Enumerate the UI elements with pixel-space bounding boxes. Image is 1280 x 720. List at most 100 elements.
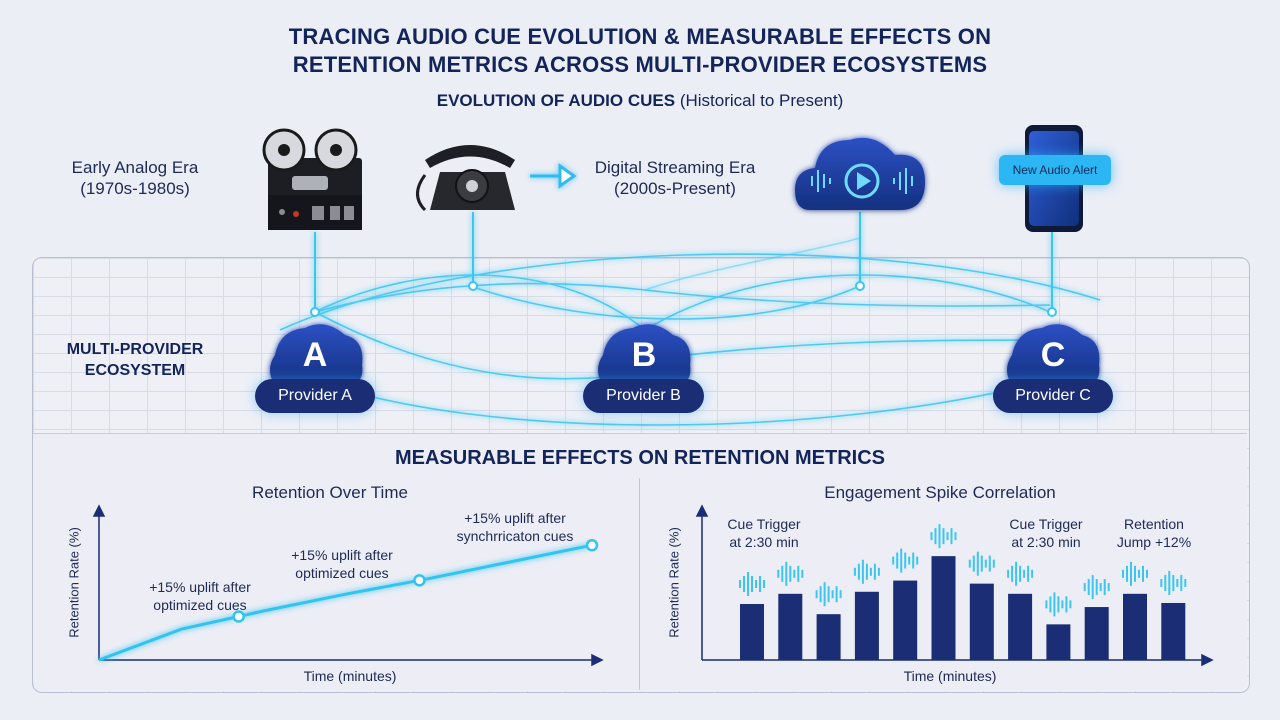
sound-wave-icon-7 (968, 551, 995, 576)
right-chart-title: Engagement Spike Correlation (824, 483, 1056, 502)
left-x-axis-label: Time (minutes) (303, 668, 397, 684)
analog-era-line-1: Early Analog Era (71, 158, 199, 177)
retention-marker-2 (413, 574, 426, 587)
left-x-axis-arrow (591, 653, 604, 667)
new-audio-alert-badge: New Audio Alert (999, 155, 1111, 185)
digital-era-line-1: Digital Streaming Era (594, 158, 756, 177)
vertical-connectors (314, 212, 1053, 312)
provider-c-letter: C (1040, 336, 1066, 374)
right-annotation-1-line-2: at 2:30 min (729, 534, 799, 550)
provider-b-letter: B (631, 336, 657, 374)
engagement-bar-5 (893, 580, 918, 660)
provider-a-letter: A (302, 336, 328, 374)
engagement-bar-4 (854, 591, 879, 660)
sound-wave-icon-2 (777, 561, 804, 586)
ecosystem-label: MULTI-PROVIDER ECOSYSTEM (40, 339, 230, 381)
provider-a-pill: Provider A (255, 379, 375, 413)
left-annotation-1-line-2: optimized cues (153, 597, 247, 613)
arc-5 (644, 339, 1051, 361)
right-y-axis-arrow (695, 504, 709, 517)
arc-7 (279, 253, 1101, 331)
arc-4 (644, 274, 1051, 331)
left-chart-title: Retention Over Time (252, 483, 408, 502)
subtitle-rest: (Historical to Present) (679, 91, 844, 110)
right-annotation-3-line-1: Retention (1124, 516, 1184, 532)
retention-line-chart (92, 504, 604, 667)
left-annotation-2-line-2: optimized cues (295, 565, 389, 581)
engagement-bar-2 (778, 593, 803, 660)
arc-8 (469, 285, 861, 320)
arrow-right-icon (530, 163, 577, 189)
right-annotation-2-line-2: at 2:30 min (1011, 534, 1081, 550)
sound-wave-icon-6 (930, 524, 957, 549)
digital-era-line-2: (2000s-Present) (614, 179, 736, 198)
connection-nodes (310, 281, 1057, 317)
right-x-axis-arrow (1201, 653, 1214, 667)
arc-6 (314, 379, 1051, 426)
sound-wave-icons (739, 524, 1187, 617)
left-annotation-2-line-1: +15% uplift after (291, 547, 393, 563)
arc-1 (314, 282, 1051, 313)
left-annotation-3-line-1: +15% uplift after (464, 510, 566, 526)
sound-wave-icon-5 (892, 548, 919, 573)
engagement-bar-10 (1084, 607, 1109, 660)
provider-c-pill: Provider C (993, 379, 1113, 413)
left-y-axis-label: Retention Rate (%) (66, 527, 82, 638)
engagement-bar-9 (1046, 624, 1071, 660)
right-annotation-1-line-1: Cue Trigger (727, 516, 801, 532)
left-y-axis-arrow (92, 504, 106, 517)
engagement-bar-11 (1123, 593, 1147, 660)
right-annotation-2-line-1: Cue Trigger (1009, 516, 1083, 532)
reel-to-reel-tape-recorder-icon (262, 128, 362, 230)
engagement-bar-8 (1008, 593, 1033, 660)
analog-era-line-2: (1970s-1980s) (80, 179, 190, 198)
sound-wave-icon-10 (1083, 575, 1110, 600)
subtitle-bold: EVOLUTION OF AUDIO CUES (436, 91, 676, 110)
sound-wave-icon-12 (1160, 570, 1187, 595)
right-x-axis-label: Time (minutes) (903, 668, 997, 684)
right-y-axis-label: Retention Rate (%) (666, 527, 682, 638)
right-annotation-1: Cue Trigger at 2:30 min (714, 515, 814, 551)
ecosystem-label-line-1: MULTI-PROVIDER (66, 341, 204, 358)
retention-marker-1 (232, 610, 245, 623)
sound-wave-icon-4 (853, 559, 880, 584)
sound-wave-icon-3 (815, 582, 842, 607)
digital-era-label: Digital Streaming Era (2000s-Present) (570, 157, 780, 199)
retention-markers (232, 538, 599, 623)
retention-series-line (98, 543, 593, 662)
rotary-telephone-icon (416, 145, 515, 212)
provider-c-cloud (1007, 324, 1100, 385)
retention-marker-3 (585, 538, 599, 552)
right-annotation-3-line-2: Jump +12% (1116, 534, 1192, 550)
sound-wave-icon-11 (1122, 561, 1148, 586)
cloud-play-icon (795, 137, 925, 210)
engagement-bar-6 (931, 556, 956, 660)
engagement-bar-12 (1161, 602, 1186, 660)
metrics-divider (639, 478, 640, 690)
main-title-line-2: RETENTION METRICS ACROSS MULTI-PROVIDER … (292, 52, 988, 77)
right-annotation-2: Cue Trigger at 2:30 min (996, 515, 1096, 551)
left-annotation-1-line-1: +15% uplift after (149, 579, 251, 595)
analog-era-label: Early Analog Era (1970s-1980s) (40, 157, 230, 199)
arc-9 (644, 237, 861, 291)
engagement-bar-chart (695, 504, 1214, 667)
sound-wave-icon-9 (1045, 592, 1072, 617)
left-annotation-3-line-2: synchrricaton cues (456, 528, 574, 544)
evolution-subtitle: EVOLUTION OF AUDIO CUES (Historical to P… (0, 91, 1280, 111)
main-title-line-1: TRACING AUDIO CUE EVOLUTION & MEASURABLE… (288, 24, 992, 49)
engagement-bar-7 (969, 583, 994, 660)
provider-b-cloud (598, 324, 691, 385)
engagement-bar-3 (816, 614, 841, 660)
provider-b-pill: Provider B (583, 379, 704, 413)
arc-3 (314, 274, 646, 331)
sound-wave-icon-8 (1007, 561, 1034, 586)
left-annotation-2: +15% uplift after optimized cues (272, 546, 412, 582)
ecosystem-label-line-2: ECOSYSTEM (84, 362, 186, 379)
right-annotation-3: Retention Jump +12% (1104, 515, 1204, 551)
metrics-section-title: MEASURABLE EFFECTS ON RETENTION METRICS (394, 447, 885, 469)
left-annotation-1: +15% uplift after optimized cues (130, 578, 270, 614)
sound-wave-icon-1 (739, 572, 765, 596)
left-annotation-3: +15% uplift after synchrricaton cues (440, 509, 590, 545)
engagement-bar-1 (740, 604, 764, 660)
